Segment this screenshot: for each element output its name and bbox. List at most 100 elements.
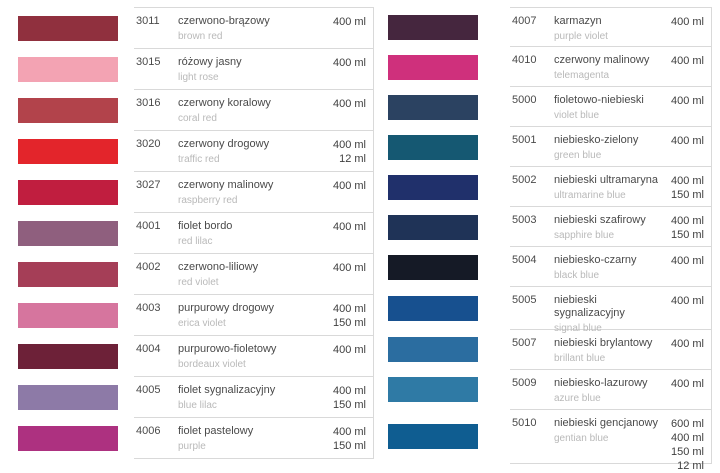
color-swatch	[18, 303, 118, 328]
volume-label: 400 ml	[332, 262, 366, 274]
color-swatch	[388, 295, 478, 321]
color-row: 5010 niebieski gencjanowy gentian blue 600 …	[388, 409, 712, 472]
color-name-en: light rose	[178, 72, 219, 83]
color-names: fiolet sygnalizacyjny blue lilac	[178, 384, 333, 412]
color-volumes: 400 ml 150 ml	[333, 425, 366, 453]
color-volumes: 400 ml	[671, 294, 704, 308]
color-swatch	[18, 426, 118, 451]
color-code: 4010	[512, 54, 537, 66]
color-row: 5007 niebieski brylantowy brillant blue 400…	[388, 329, 712, 370]
color-name-pl: niebieski sygnalizacyjny	[554, 294, 625, 319]
color-name-pl: czerwono-liliowy	[178, 261, 259, 273]
color-name-pl: czerwono-brązowy	[178, 15, 270, 27]
color-name-pl: purpurowo-fioletowy	[178, 343, 277, 355]
color-row: 4006 fiolet pastelowy purple 400 ml 150 ml	[18, 418, 374, 459]
color-code: 5010	[512, 416, 537, 429]
color-name-en: brillant blue	[554, 352, 606, 364]
color-swatch	[18, 221, 118, 246]
volume-label: 12 ml	[339, 153, 366, 165]
volume-label: 400 ml	[332, 180, 366, 192]
color-row: 3027 czerwony malinowy raspberry red 400 ml	[18, 172, 374, 213]
volume-label: 400 ml	[670, 55, 704, 67]
color-names: niebiesko-czarny black blue	[554, 254, 671, 282]
color-name-en: traffic red	[178, 154, 220, 165]
color-name-pl: niebieski ultramaryna	[554, 174, 658, 186]
color-names: czerwony malinowy telemagenta	[554, 54, 671, 82]
color-name-pl: czerwony koralowy	[178, 97, 271, 109]
color-code: 5000	[512, 94, 537, 106]
color-row: 4005 fiolet sygnalizacyjny blue lilac 400 m…	[18, 377, 374, 418]
color-volumes: 400 ml 150 ml	[333, 302, 366, 330]
color-names: czerwony koralowy coral red	[178, 97, 333, 125]
color-swatch	[18, 344, 118, 369]
color-info: 4001 fiolet bordo red lilac 400 ml	[134, 213, 374, 254]
color-swatch	[18, 180, 118, 205]
volume-label: 400 ml	[332, 385, 366, 397]
color-info: 3011 czerwono-brązowy brown red 400 ml	[134, 7, 374, 49]
color-name-pl: niebieski gencjanowy	[554, 416, 658, 429]
color-swatch	[18, 262, 118, 287]
color-code: 4002	[136, 261, 161, 273]
color-swatch	[388, 134, 478, 160]
color-code: 4006	[136, 425, 161, 437]
color-swatch	[388, 174, 478, 200]
color-row: 3020 czerwony drogowy traffic red 400 ml 12 …	[18, 131, 374, 172]
color-names: czerwono-brązowy brown red	[178, 15, 333, 43]
color-swatch	[388, 337, 478, 363]
color-name-pl: różowy jasny	[178, 56, 242, 68]
color-code: 3027	[136, 179, 161, 191]
volume-label: 150 ml	[332, 317, 366, 329]
color-names: karmazyn purple violet	[554, 15, 671, 43]
color-name-en: coral red	[178, 113, 217, 124]
volume-label: 400 ml	[670, 377, 704, 390]
color-name-en: ultramarine blue	[554, 190, 626, 201]
color-row: 4002 czerwono-liliowy red violet 400 ml	[18, 254, 374, 295]
color-info: 4005 fiolet sygnalizacyjny blue lilac 400 m…	[134, 377, 374, 418]
color-names: niebieski szafirowy sapphire blue	[554, 214, 671, 242]
color-row: 4004 purpurowo-fioletowy bordeaux violet 40…	[18, 336, 374, 377]
color-volumes: 600 ml 400 ml 150 ml 12 ml	[671, 417, 704, 473]
color-name-pl: czerwony malinowy	[178, 179, 274, 191]
color-volumes: 400 ml	[333, 261, 366, 275]
color-code: 5002	[512, 174, 537, 186]
color-row: 5002 niebieski ultramaryna ultramarine blu…	[388, 167, 712, 207]
color-names: niebiesko-lazurowy azure blue	[554, 377, 671, 405]
color-swatch	[18, 385, 118, 410]
color-info: 4010 czerwony malinowy telemagenta 400 ml	[510, 47, 712, 87]
color-info: 5009 niebiesko-lazurowy azure blue 400 ml	[510, 369, 712, 410]
color-swatch	[18, 15, 118, 41]
color-info: 5007 niebieski brylantowy brillant blue 400…	[510, 329, 712, 370]
color-row: 5004 niebiesko-czarny black blue 400 ml	[388, 247, 712, 287]
color-volumes: 400 ml 12 ml	[333, 138, 366, 166]
color-info: 3015 różowy jasny light rose 400 ml	[134, 49, 374, 90]
color-info: 3016 czerwony koralowy coral red 400 ml	[134, 90, 374, 131]
color-name-pl: niebieski szafirowy	[554, 214, 646, 226]
volume-label: 150 ml	[670, 229, 704, 241]
color-name-en: purple violet	[554, 31, 608, 42]
color-names: niebieski sygnalizacyjny signal blue	[554, 294, 671, 335]
volume-label: 400 ml	[332, 426, 366, 438]
color-swatch	[388, 14, 478, 40]
color-volumes: 400 ml 150 ml	[333, 384, 366, 412]
color-name-en: blue lilac	[178, 400, 217, 411]
color-name-en: black blue	[554, 270, 600, 281]
color-info: 3020 czerwony drogowy traffic red 400 ml 12 …	[134, 131, 374, 172]
color-names: fiolet pastelowy purple	[178, 425, 333, 453]
color-name-en: telemagenta	[554, 70, 610, 81]
color-code: 4003	[136, 302, 161, 314]
color-row: 4010 czerwony malinowy telemagenta 400 ml	[388, 47, 712, 87]
color-code: 3020	[136, 138, 161, 150]
color-name-pl: niebiesko-zielony	[554, 134, 639, 146]
color-swatch	[388, 54, 478, 80]
color-row: 5009 niebiesko-lazurowy azure blue 400 ml	[388, 369, 712, 410]
color-swatch	[18, 57, 118, 82]
color-code: 3016	[136, 97, 161, 109]
color-code: 5004	[512, 254, 537, 266]
color-info: 5003 niebieski szafirowy sapphire blue 400 …	[510, 207, 712, 247]
volume-label: 400 ml	[670, 135, 704, 147]
color-info: 5000 fioletowo-niebieski violet blue 400 ml	[510, 87, 712, 127]
color-name-pl: fiolet bordo	[178, 220, 233, 232]
color-name-en: green blue	[554, 150, 602, 161]
color-names: niebieski gencjanowy gentian blue	[554, 417, 671, 445]
volume-label: 400 ml	[332, 344, 366, 356]
